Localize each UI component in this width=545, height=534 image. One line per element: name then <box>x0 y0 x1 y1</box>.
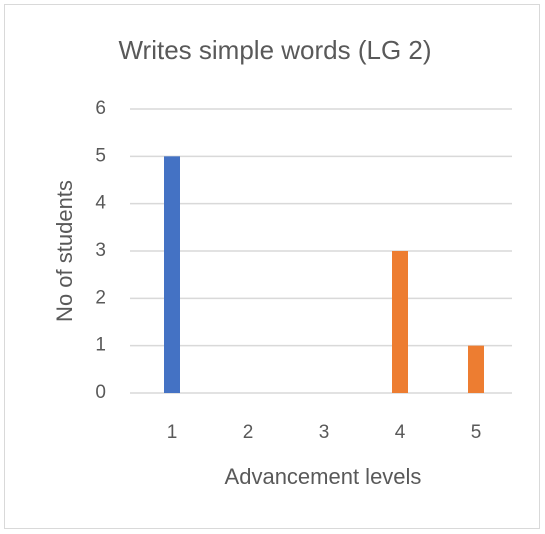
chart-title: Writes simple words (LG 2) <box>118 35 431 65</box>
y-tick-label: 6 <box>95 98 106 119</box>
y-tick-label: 4 <box>95 193 106 214</box>
x-tick-label: 2 <box>243 422 254 443</box>
y-axis-label: No of students <box>52 180 77 322</box>
x-tick-label: 3 <box>319 422 330 443</box>
y-tick-label: 1 <box>95 335 106 356</box>
x-tick-label: 5 <box>471 422 482 443</box>
y-tick-label: 2 <box>95 287 106 308</box>
y-tick-label: 3 <box>95 240 106 261</box>
x-axis-label: Advancement levels <box>225 464 422 489</box>
y-tick-label: 5 <box>95 145 106 166</box>
bar <box>392 251 408 393</box>
chart-border <box>4 4 540 529</box>
x-tick-label: 4 <box>395 422 406 443</box>
bar <box>164 156 180 393</box>
y-tick-label: 0 <box>95 382 106 403</box>
x-tick-label: 1 <box>167 422 178 443</box>
bar <box>468 345 484 393</box>
